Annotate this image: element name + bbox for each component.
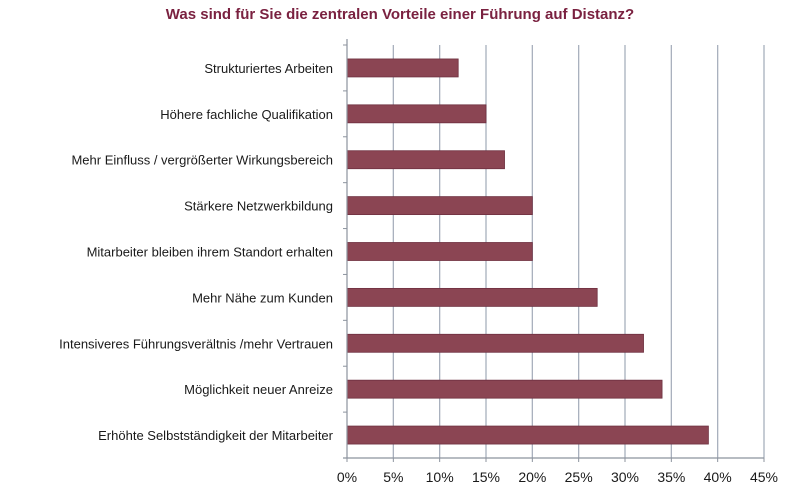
- category-label: Erhöhte Selbstständigkeit der Mitarbeite…: [98, 428, 334, 443]
- x-tick-label: 0%: [337, 469, 357, 485]
- bars: [346, 58, 709, 445]
- category-labels: Strukturiertes Arbeiten Höhere fachliche …: [59, 61, 334, 443]
- x-tick-label: 10%: [426, 469, 454, 485]
- bar: [346, 287, 598, 307]
- x-tick-label: 40%: [704, 469, 732, 485]
- bar: [346, 150, 505, 170]
- chart-title: Was sind für Sie die zentralen Vorteile …: [165, 6, 635, 23]
- tick-labels: 0% 5% 10% 15% 20% 25% 30% 35% 40% 45%: [337, 469, 778, 485]
- bar: [346, 379, 663, 399]
- x-tick-label: 45%: [750, 469, 778, 485]
- x-tick-label: 20%: [518, 469, 546, 485]
- category-label: Möglichkeit neuer Anreize: [184, 382, 333, 397]
- x-tick-label: 15%: [472, 469, 500, 485]
- bar: [346, 104, 487, 124]
- x-tick-label: 25%: [565, 469, 593, 485]
- bar: [346, 333, 644, 353]
- bar: [346, 196, 533, 216]
- category-label: Mehr Nähe zum Kunden: [192, 290, 333, 305]
- category-label: Strukturiertes Arbeiten: [204, 61, 333, 76]
- bar: [346, 242, 533, 261]
- bar: [346, 425, 709, 445]
- category-label: Stärkere Netzwerkbildung: [184, 199, 333, 214]
- category-label: Mehr Einfluss / vergrößerter Wirkungsber…: [71, 153, 333, 168]
- bar: [346, 58, 459, 78]
- x-tick-label: 30%: [611, 469, 639, 485]
- category-label: Mitarbeiter bleiben ihrem Standort erhal…: [87, 245, 333, 260]
- x-tick-label: 35%: [657, 469, 685, 485]
- axes: [343, 39, 765, 462]
- category-label: Höhere fachliche Qualifikation: [160, 107, 333, 122]
- x-tick-label: 5%: [383, 469, 403, 485]
- category-label: Intensiveres Führungsverältnis /mehr Ver…: [59, 336, 333, 351]
